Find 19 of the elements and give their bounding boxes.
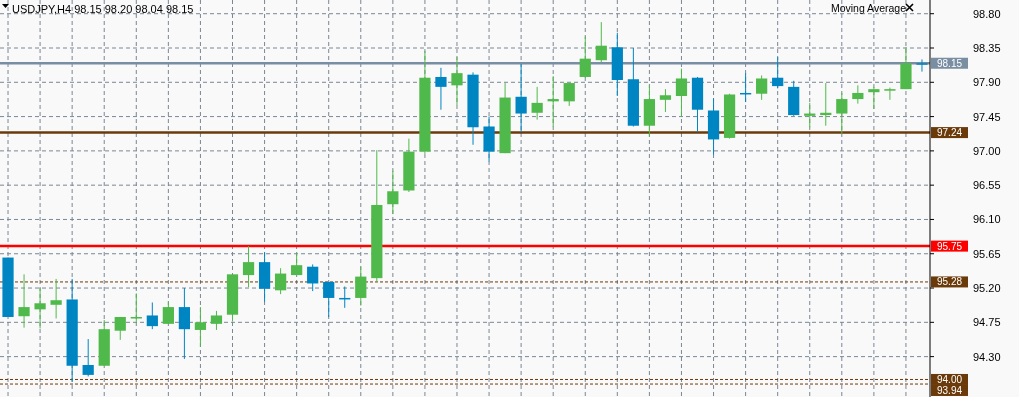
y-tick-label: 97.90 bbox=[973, 76, 1001, 89]
annotation: Moving Average bbox=[830, 2, 907, 14]
y-tick-label: 94.30 bbox=[973, 350, 1001, 363]
ref-line-label: 94.00 bbox=[936, 373, 963, 385]
y-tick-label: 97.00 bbox=[973, 144, 1001, 157]
y-tick-label: 97.45 bbox=[973, 110, 1001, 123]
y-tick-label: 95.65 bbox=[973, 247, 1001, 260]
ref-line-label: 98.15 bbox=[936, 57, 963, 69]
ref-line-label: 95.75 bbox=[936, 240, 963, 252]
chart-title: USDJPY,H4 98.15 98.20 98.04 98.15 bbox=[12, 3, 194, 15]
y-tick-label: 96.55 bbox=[973, 179, 1001, 192]
y-tick-label: 96.10 bbox=[973, 213, 1001, 226]
y-tick-label: 98.80 bbox=[973, 7, 1001, 20]
y-tick-label: 98.35 bbox=[973, 42, 1001, 55]
y-tick-label: 95.20 bbox=[973, 282, 1001, 295]
ref-line-label: 95.28 bbox=[936, 276, 963, 288]
ref-line-label: 97.24 bbox=[936, 127, 963, 139]
ref-line-label: 93.94 bbox=[936, 384, 963, 396]
y-tick-label: 94.75 bbox=[973, 316, 1001, 329]
